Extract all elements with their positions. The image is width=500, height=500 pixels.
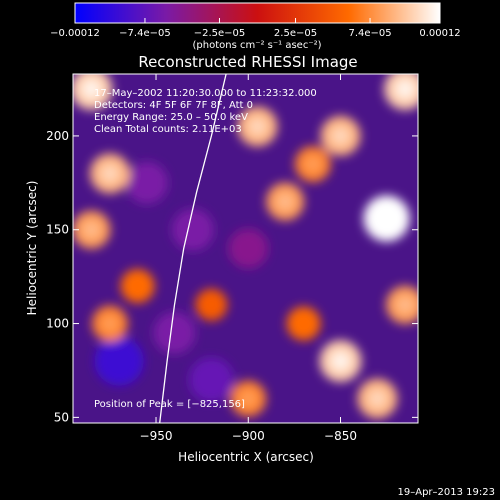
y-axis-label: Heliocentric Y (arcsec) <box>25 181 39 316</box>
hot-spot-core <box>101 315 118 332</box>
hot-spot-core <box>304 155 321 173</box>
annotation-counts: Clean Total counts: 2.11E+03 <box>94 124 242 135</box>
annotation-detectors: Detectors: 4F 5F 6F 7F 8F, Att 0 <box>94 100 253 111</box>
colorbar-ticks <box>74 18 441 23</box>
colorbar-tick-label: −7.4e−05 <box>119 28 171 39</box>
colorbar-tick-labels: −0.00012 −7.4e−05 −2.5e−05 2.5e−05 7.4e−05 0.… <box>50 28 461 39</box>
cold-spot <box>153 311 196 354</box>
hot-spot-core <box>331 126 350 145</box>
y-tick-label: 200 <box>46 129 69 143</box>
cold-spot <box>94 336 144 386</box>
x-axis-label: Heliocentric X (arcsec) <box>178 450 314 464</box>
colorbar-tick-label: 0.00012 <box>419 28 460 39</box>
hot-spot-core <box>331 351 351 371</box>
plot-frame <box>72 73 419 424</box>
render-date: 19–Apr–2013 19:23 <box>398 487 495 498</box>
cold-spot <box>228 228 269 269</box>
x-tick-label: −850 <box>324 429 357 443</box>
y-tick-label: 50 <box>54 410 69 424</box>
colorbar-units: (photons cm⁻² s⁻¹ asec⁻²) <box>192 40 321 51</box>
x-axis-ticks: −950 −900 −850 <box>140 74 357 443</box>
peak-position-label: Position of Peak = [−825,156] <box>94 399 245 410</box>
hot-spot <box>195 288 228 321</box>
colorbar-tick-label: −2.5e−05 <box>194 28 246 39</box>
heatmap-blobs <box>73 74 418 419</box>
hot-spot-core <box>81 79 101 99</box>
hot-spot-core <box>82 221 101 239</box>
hot-spot-core <box>395 79 415 99</box>
hot-spot-core <box>396 296 414 314</box>
hot-spot-core <box>376 208 397 229</box>
hot-spot-core <box>248 117 267 136</box>
hot-spot-core <box>368 389 387 408</box>
annotation-time: 17–May–2002 11:20:30.000 to 11:23:32.000 <box>94 88 317 99</box>
hot-spot-core <box>100 164 119 183</box>
annotation-energy: Energy Range: 25.0 – 50.0 keV <box>94 112 248 123</box>
hot-spot <box>286 306 321 341</box>
colorbar-tick-label: 7.4e−05 <box>348 28 391 39</box>
colorbar-tick-label: −0.00012 <box>50 28 100 39</box>
x-tick-label: −900 <box>232 429 265 443</box>
colorbar-tick-label: 2.5e−05 <box>274 28 317 39</box>
hot-spot <box>120 269 155 304</box>
hot-spot-core <box>240 390 257 407</box>
y-axis-ticks: 50 100 150 200 <box>46 129 418 424</box>
y-tick-label: 100 <box>46 317 69 331</box>
hot-spot-core <box>276 192 294 211</box>
x-tick-label: −950 <box>140 429 173 443</box>
cold-spot <box>189 357 234 403</box>
solar-limb-curve <box>159 74 227 423</box>
heatmap-field <box>73 74 418 423</box>
cold-spot <box>125 161 168 204</box>
cold-spot <box>171 208 214 251</box>
colorbar <box>74 2 441 24</box>
chart-title: Reconstructed RHESSI Image <box>138 53 357 71</box>
y-tick-label: 150 <box>46 223 69 237</box>
